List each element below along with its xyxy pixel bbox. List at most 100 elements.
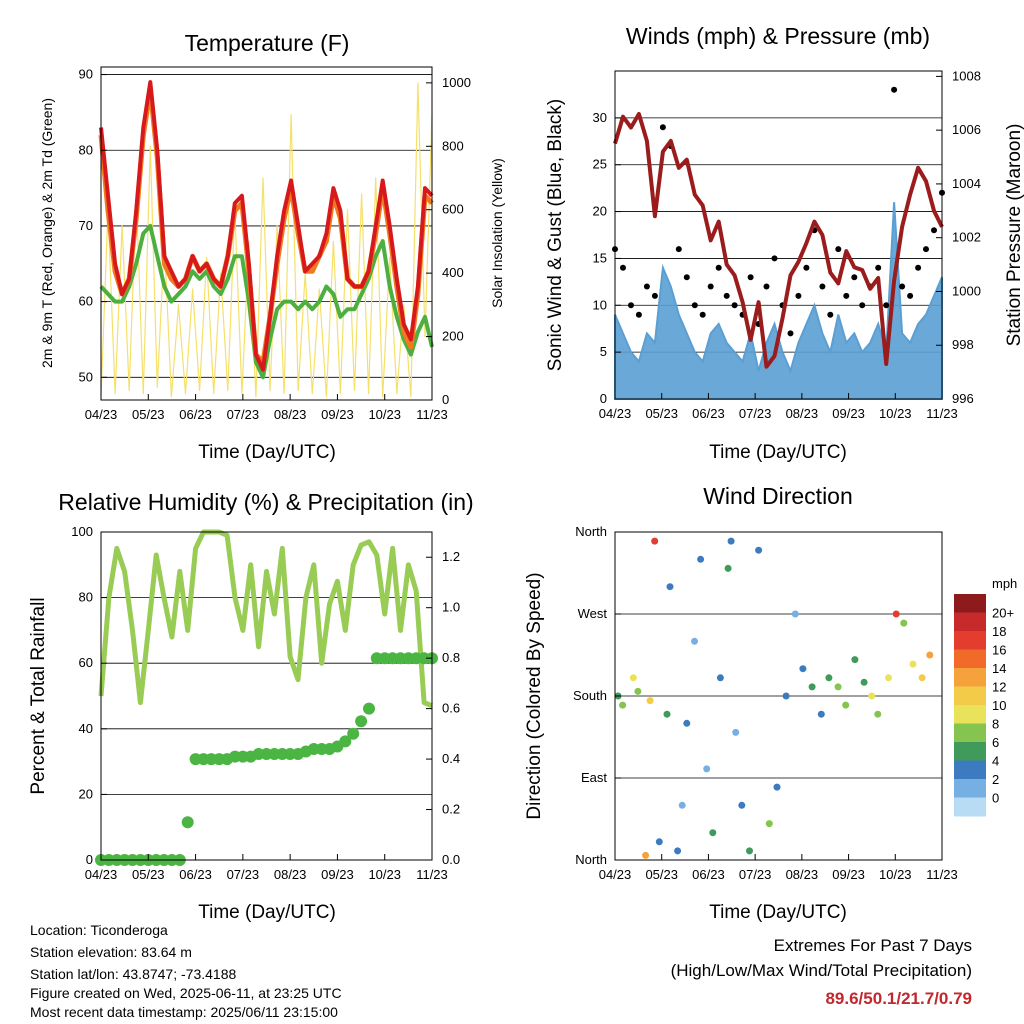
gust-point [675, 246, 682, 253]
winds-ticks: 04/23 05/23 06/23 07/23 08/23 09/23 10/23 11/23… [593, 68, 981, 421]
direction-ytick-label: West [578, 606, 608, 621]
winds-plot-frame [614, 70, 943, 400]
winds-ytick-label: 30 [593, 110, 607, 125]
direction-point [646, 697, 654, 705]
gust-point [699, 311, 706, 318]
gust-point [915, 264, 922, 271]
gust-point [907, 292, 914, 299]
gust-point [707, 283, 714, 290]
precip-point [363, 702, 375, 715]
direction-point [678, 801, 686, 809]
colorbar-label: 8 [992, 717, 999, 732]
colorbar-label: 4 [992, 754, 999, 769]
colorbar-label: 12 [992, 680, 1006, 695]
direction-point [629, 674, 637, 682]
direction-xtick-label: 05/23 [645, 867, 678, 882]
station-latlon: Station lat/lon: 43.8747; -73.4188 [30, 966, 236, 982]
station-location: Location: Ticonderoga [30, 922, 168, 938]
direction-point [651, 537, 659, 545]
winds-ytick-label: 0 [600, 391, 607, 406]
humidity-xtick-label: 11/23 [416, 867, 448, 882]
colorbar-swatch [954, 760, 986, 780]
winds-ytick-label: 5 [600, 344, 607, 359]
gust-point [843, 292, 850, 299]
direction-gridlines [615, 531, 942, 861]
direction-point [703, 765, 711, 773]
gust-point [891, 86, 898, 93]
precip-y2tick-label: 1.2 [442, 549, 460, 564]
humidity-xtick-label: 06/23 [179, 867, 212, 882]
colorbar-label: 16 [992, 643, 1006, 658]
temperature-xtick-label: 06/23 [179, 407, 212, 422]
direction-point [732, 728, 740, 736]
gust-point [763, 283, 770, 290]
colorbar-swatch [954, 779, 986, 798]
temperature-xlabel: Time (Day/UTC) [198, 442, 336, 463]
humidity-ytick-label: 100 [71, 524, 93, 539]
humidity-xtick-label: 04/23 [85, 867, 118, 882]
extremes-subtitle: (High/Low/Max Wind/Total Precipitation) [671, 961, 972, 980]
temperature-xtick-label: 09/23 [321, 407, 354, 422]
humidity-ylabel: Percent & Total Rainfall [28, 597, 49, 794]
direction-point [851, 656, 859, 664]
winds-ytick-label: 25 [593, 157, 607, 172]
direction-point [709, 829, 717, 837]
direction-ytick-label: East [581, 770, 607, 785]
direction-point [738, 801, 746, 809]
direction-point [825, 674, 833, 682]
gust-point [923, 246, 929, 253]
direction-point [773, 783, 781, 791]
colorbar-label: 14 [992, 661, 1006, 676]
temperature-ytick-label: 60 [79, 294, 93, 309]
temperature-xtick-label: 07/23 [227, 407, 260, 422]
winds-xtick-label: 09/23 [832, 406, 865, 421]
colorbar-title: mph [992, 576, 1017, 591]
direction-point [799, 665, 807, 673]
temperature-xtick-label: 05/23 [132, 407, 165, 422]
colorbar-swatch [954, 631, 986, 650]
gust-point [851, 274, 858, 281]
gust-point [859, 302, 866, 309]
pressure-y2tick-label: 1008 [952, 68, 981, 83]
humidity-xtick-label: 10/23 [368, 867, 401, 882]
gust-point [803, 264, 810, 271]
station-elevation: Station elevation: 83.64 m [30, 944, 192, 960]
humidity-xtick-label: 08/23 [274, 867, 307, 882]
direction-ticks: 04/23 05/23 06/23 07/23 08/23 09/23 10/23 11/23… [573, 524, 958, 882]
gust-point [643, 283, 650, 290]
direction-point [634, 687, 642, 695]
winds-ytick-label: 15 [593, 250, 607, 265]
direction-ytick-label: South [573, 688, 607, 703]
gust-point [683, 274, 690, 281]
direction-point [666, 583, 674, 591]
pressure-y2tick-label: 998 [952, 337, 974, 352]
winds-xtick-label: 07/23 [739, 406, 772, 421]
direction-point [746, 847, 753, 855]
direction-ylabel: Direction (Colored By Speed) [524, 572, 545, 819]
colorbar-label: 6 [992, 735, 999, 750]
colorbar-label: 18 [992, 624, 1006, 639]
colorbar-swatch [954, 668, 986, 687]
direction-point [697, 555, 705, 563]
gust-point [931, 227, 937, 234]
solar-y2tick-label: 1000 [442, 75, 471, 90]
direction-point [765, 820, 773, 828]
direction-point [842, 701, 850, 709]
humidity-xtick-label: 05/23 [132, 867, 165, 882]
direction-point [868, 692, 876, 700]
direction-xtick-label: 09/23 [832, 867, 865, 882]
temperature-plot-frame [100, 66, 433, 401]
direction-point [674, 847, 682, 855]
colorbar-label: 2 [992, 772, 999, 787]
gust-point [819, 283, 826, 290]
solar-y2tick-label: 600 [442, 202, 464, 217]
solar-y2tick-label: 400 [442, 265, 464, 280]
pressure-y2tick-label: 1004 [952, 176, 981, 191]
winds-xtick-label: 08/23 [786, 406, 819, 421]
winds-ytick-label: 10 [593, 297, 607, 312]
solar-y2tick-label: 200 [442, 329, 464, 344]
direction-panel: Wind Direction 04/23 05/23 06/23 07/23 08/23… [524, 483, 1017, 923]
precip-y2tick-label: 0.2 [442, 802, 460, 817]
humidity-plot-frame [100, 531, 433, 861]
